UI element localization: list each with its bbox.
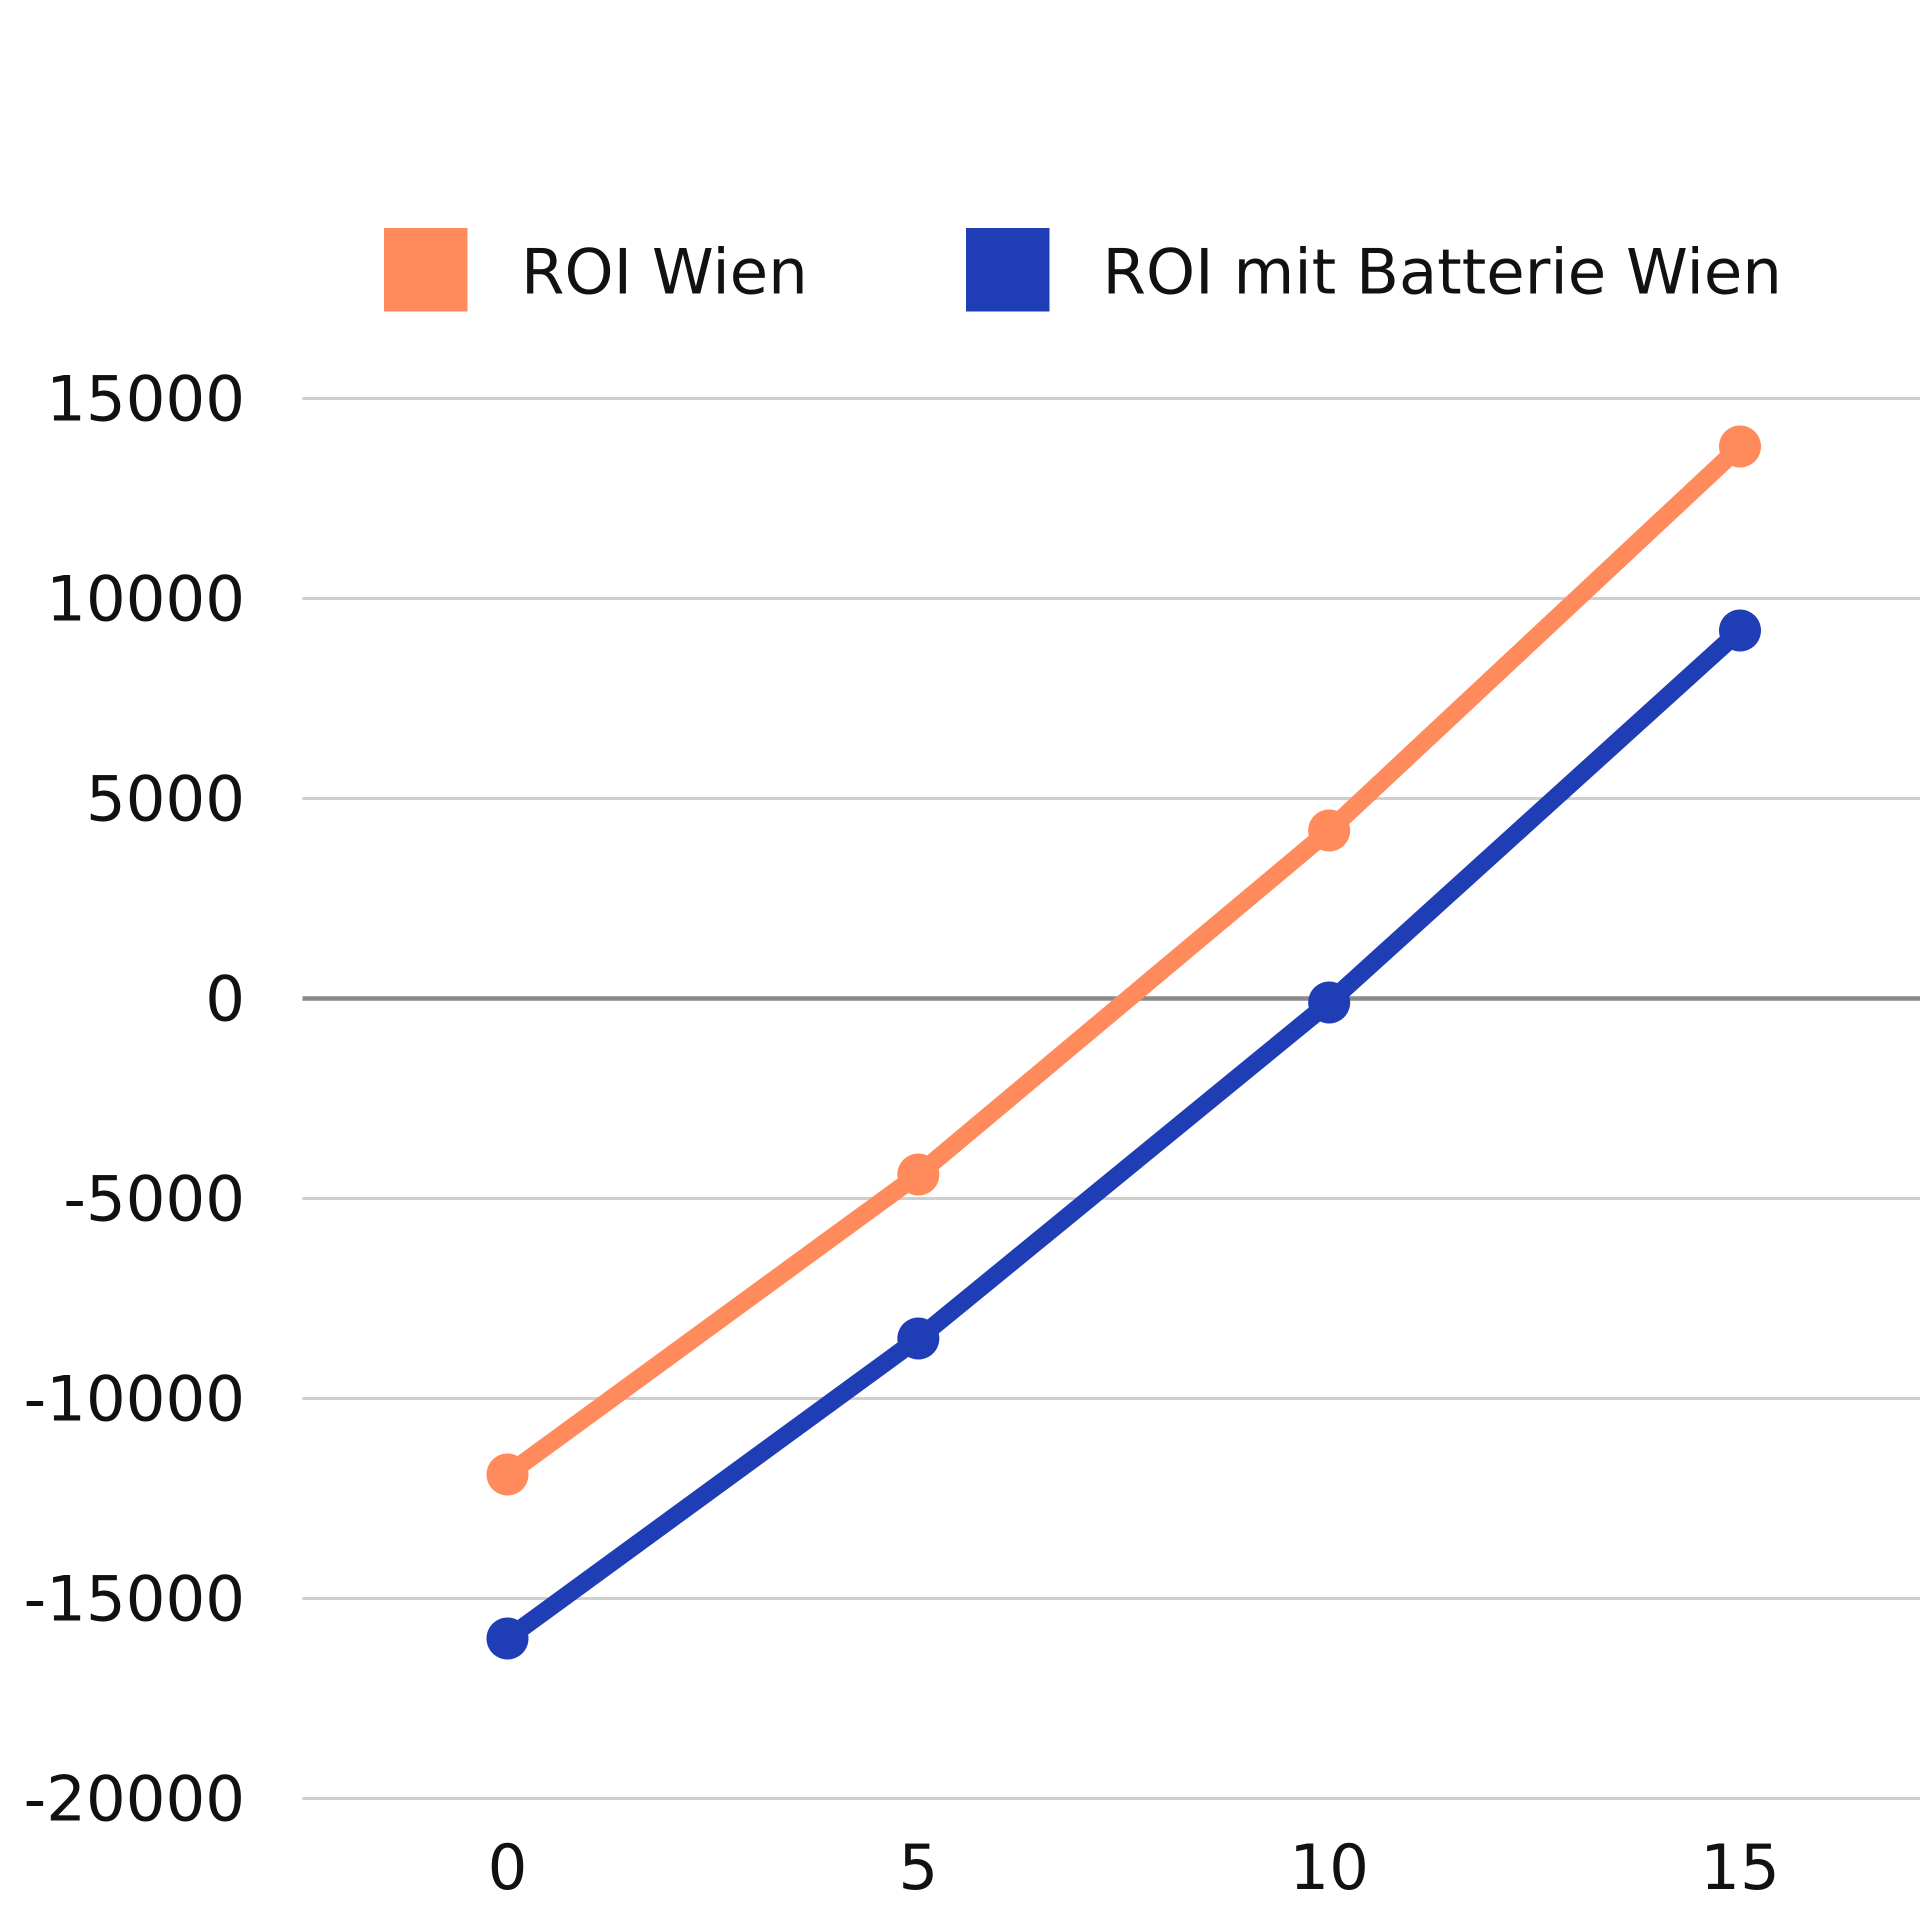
data-point: [1719, 426, 1761, 468]
data-point: [1308, 810, 1350, 852]
legend-label: ROI Wien: [521, 236, 808, 308]
series-1: [486, 426, 1761, 1496]
y-axis-tick-labels: 15000 10000 5000 0 -5000 -10000 -15000 -20000: [24, 363, 245, 1836]
data-point: [897, 1154, 940, 1196]
data-point: [897, 1318, 940, 1360]
y-gridlines: [302, 397, 1920, 1800]
x-tick-label: 10: [1290, 1832, 1369, 1904]
data-point: [486, 1618, 528, 1660]
legend-item: ROI mit Batterie Wien: [966, 228, 1782, 312]
x-tick-label: 0: [488, 1832, 528, 1904]
legend-swatch: [966, 228, 1050, 312]
y-tick-label: -5000: [64, 1163, 245, 1236]
x-axis-tick-labels: 0 5 10 15: [488, 1832, 1780, 1904]
legend-label: ROI mit Batterie Wien: [1102, 236, 1782, 308]
y-tick-label: 0: [205, 963, 245, 1036]
series-line: [498, 622, 1749, 1648]
series-line: [498, 438, 1749, 1484]
y-tick-label: -10000: [24, 1363, 245, 1436]
y-tick-label: 10000: [46, 563, 245, 636]
chart-legend: ROI Wien ROI mit Batterie Wien: [384, 228, 1782, 312]
y-tick-label: -20000: [24, 1763, 245, 1836]
y-tick-label: 5000: [86, 763, 245, 836]
x-tick-label: 15: [1700, 1832, 1780, 1904]
plot-area: [486, 426, 1761, 1660]
series-2: [486, 610, 1761, 1660]
data-point: [486, 1454, 528, 1496]
data-point: [1719, 610, 1761, 652]
x-tick-label: 5: [898, 1832, 938, 1904]
y-tick-label: -15000: [24, 1563, 245, 1636]
data-point: [1308, 982, 1350, 1024]
legend-item: ROI Wien: [384, 228, 808, 312]
legend-swatch: [384, 228, 468, 312]
y-tick-label: 15000: [46, 363, 245, 436]
